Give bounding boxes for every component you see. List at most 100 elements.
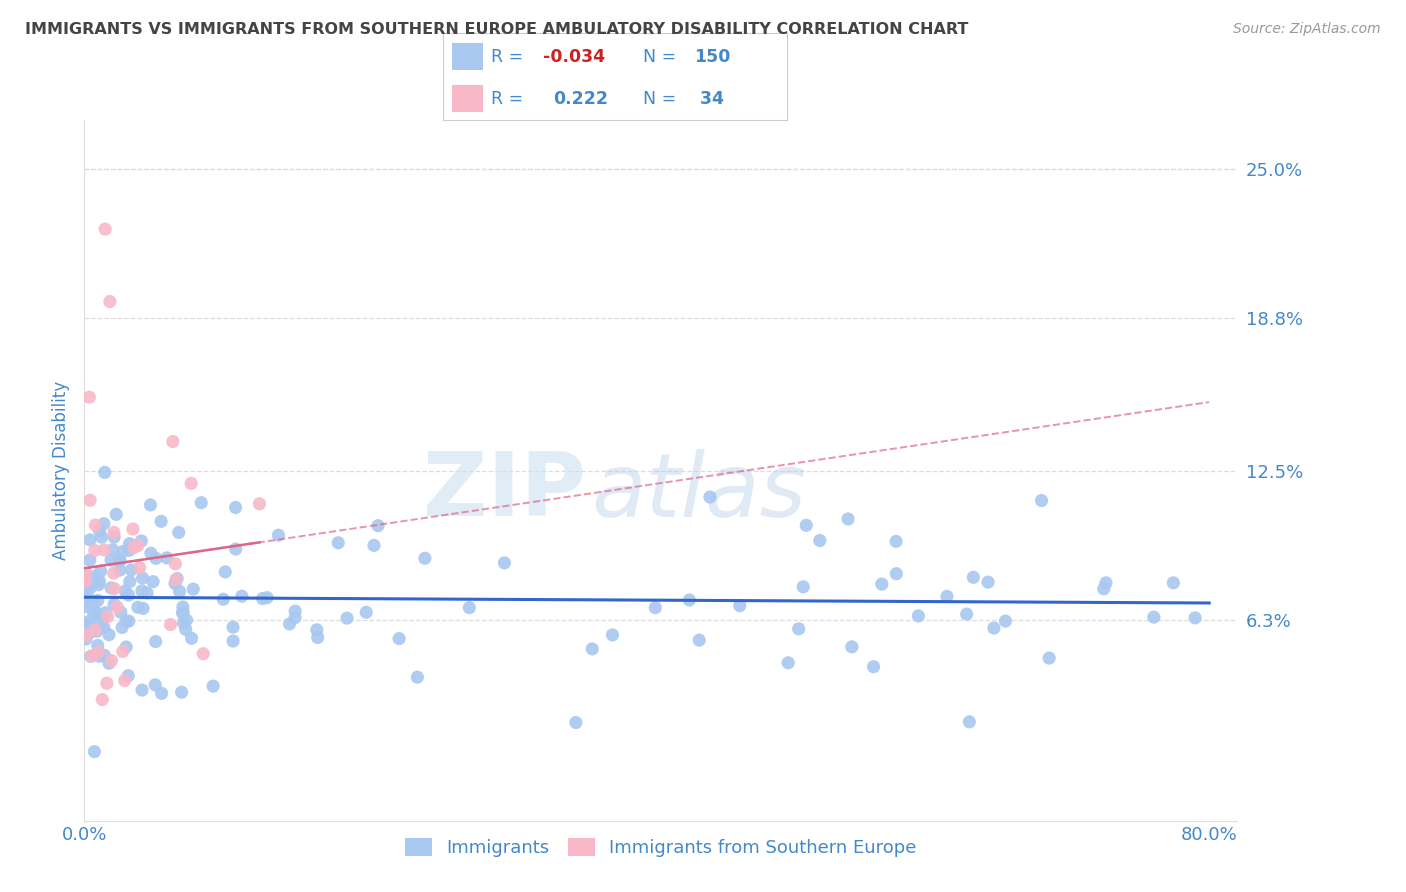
Point (75, 599, 97, 614)
Point (105, 599, 128, 614)
Point (86, 624, 108, 639)
Point (170, 685, 193, 699)
Point (167, 525, 190, 540)
Point (181, 582, 204, 596)
Point (118, 574, 141, 589)
Point (83, 607, 105, 621)
Point (413, 551, 436, 566)
Point (193, 647, 215, 661)
Point (100, 553, 122, 567)
Point (91, 692, 114, 706)
Point (222, 634, 245, 648)
Point (150, 514, 173, 528)
Text: R =: R = (491, 89, 534, 108)
Point (962, 570, 984, 584)
Point (139, 498, 162, 512)
Point (406, 670, 429, 684)
Point (84, 623, 107, 637)
Point (644, 600, 666, 615)
Point (142, 574, 165, 589)
Point (75, 574, 97, 589)
Point (172, 606, 194, 620)
Point (93, 543, 115, 558)
Point (162, 434, 184, 449)
Point (1095, 575, 1118, 590)
Point (936, 590, 959, 604)
Point (87, 645, 110, 659)
Point (212, 592, 235, 607)
Point (87, 578, 110, 592)
Legend: Immigrants, Immigrants from Southern Europe: Immigrants, Immigrants from Southern Eur… (398, 830, 924, 864)
Point (165, 573, 187, 587)
Point (93, 516, 115, 531)
Point (108, 554, 131, 568)
Point (83, 597, 105, 611)
Point (105, 508, 128, 522)
Point (841, 640, 863, 654)
Point (86, 607, 108, 621)
Point (792, 580, 814, 594)
Point (98, 628, 121, 642)
Point (89, 649, 111, 664)
Point (96, 676, 118, 690)
Point (886, 566, 908, 581)
Point (222, 620, 245, 634)
Point (1184, 611, 1206, 625)
Point (165, 557, 187, 571)
Point (83, 745, 105, 759)
Point (89, 616, 111, 631)
Point (602, 628, 624, 642)
Point (252, 591, 274, 606)
Point (120, 563, 142, 577)
Point (354, 605, 377, 619)
Y-axis label: Ambulatory Disability: Ambulatory Disability (52, 381, 70, 560)
Point (994, 614, 1017, 628)
Point (688, 633, 710, 648)
Point (103, 598, 125, 612)
Point (97, 609, 120, 624)
Point (278, 617, 301, 632)
Point (100, 581, 122, 595)
Point (77, 592, 100, 607)
Point (180, 476, 202, 491)
Point (131, 683, 153, 698)
Text: R =: R = (491, 47, 529, 66)
Point (778, 656, 800, 670)
FancyBboxPatch shape (451, 44, 482, 70)
Text: 150: 150 (695, 47, 731, 66)
Point (122, 522, 145, 536)
Point (728, 599, 751, 613)
Point (180, 632, 202, 646)
Point (90, 564, 112, 578)
Point (172, 605, 194, 619)
Point (127, 600, 149, 615)
Point (202, 679, 225, 693)
Point (76, 628, 98, 642)
Point (110, 605, 132, 619)
Point (1143, 610, 1166, 624)
Text: 0.222: 0.222 (553, 89, 609, 108)
Text: N =: N = (643, 89, 682, 108)
Text: Source: ZipAtlas.com: Source: ZipAtlas.com (1233, 22, 1381, 37)
Point (169, 584, 191, 599)
Point (118, 543, 141, 558)
Point (150, 686, 173, 700)
Point (76, 593, 98, 607)
Point (75, 632, 97, 646)
Point (143, 678, 166, 692)
Point (145, 551, 167, 566)
Text: 34: 34 (695, 89, 724, 108)
Point (363, 538, 385, 552)
Point (128, 560, 150, 574)
Point (76, 617, 98, 632)
Point (127, 539, 149, 553)
Point (1092, 582, 1115, 596)
Point (79, 649, 101, 664)
Point (907, 608, 929, 623)
Point (956, 607, 979, 621)
Point (131, 571, 153, 585)
Point (103, 566, 125, 581)
Point (103, 582, 125, 596)
Point (98, 657, 121, 671)
Point (284, 604, 307, 618)
